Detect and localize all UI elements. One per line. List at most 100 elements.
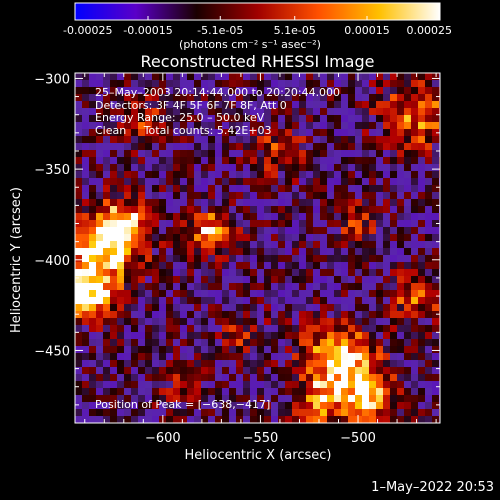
heatmap-cell (229, 150, 236, 157)
heatmap-cell (215, 283, 222, 290)
heatmap-cell (355, 402, 362, 409)
heatmap-cell (89, 304, 96, 311)
heatmap-cell (411, 241, 418, 248)
heatmap-cell (222, 374, 229, 381)
heatmap-cell (201, 388, 208, 395)
heatmap-cell (117, 206, 124, 213)
heatmap-cell (397, 87, 404, 94)
heatmap-cell (229, 80, 236, 87)
heatmap-cell (145, 192, 152, 199)
heatmap-cell (425, 227, 432, 234)
heatmap-cell (250, 402, 257, 409)
heatmap-cell (299, 227, 306, 234)
heatmap-cell (404, 332, 411, 339)
heatmap-cell (376, 220, 383, 227)
heatmap-cell (117, 248, 124, 255)
heatmap-cell (376, 206, 383, 213)
heatmap-cell (432, 416, 439, 423)
heatmap-cell (390, 171, 397, 178)
heatmap-cell (341, 269, 348, 276)
heatmap-cell (362, 395, 369, 402)
heatmap-cell (215, 101, 222, 108)
heatmap-cell (320, 94, 327, 101)
heatmap-cell (187, 206, 194, 213)
heatmap-cell (425, 388, 432, 395)
heatmap-cell (89, 388, 96, 395)
heatmap-cell (145, 234, 152, 241)
heatmap-cell (292, 409, 299, 416)
heatmap-cell (82, 213, 89, 220)
heatmap-cell (404, 87, 411, 94)
heatmap-cell (103, 325, 110, 332)
heatmap-cell (89, 297, 96, 304)
heatmap-cell (383, 150, 390, 157)
heatmap-cell (285, 94, 292, 101)
heatmap-cell (390, 255, 397, 262)
heatmap-cell (271, 360, 278, 367)
heatmap-cell (208, 213, 215, 220)
heatmap-cell (173, 402, 180, 409)
heatmap-cell (376, 178, 383, 185)
heatmap-cell (110, 157, 117, 164)
heatmap-cell (390, 199, 397, 206)
heatmap-cell (376, 241, 383, 248)
heatmap-cell (306, 73, 313, 80)
heatmap-cell (271, 164, 278, 171)
heatmap-cell (215, 297, 222, 304)
heatmap-cell (250, 318, 257, 325)
heatmap-cell (278, 353, 285, 360)
heatmap-cell (250, 94, 257, 101)
heatmap-cell (306, 178, 313, 185)
heatmap-cell (292, 150, 299, 157)
heatmap-cell (243, 234, 250, 241)
heatmap-cell (285, 269, 292, 276)
heatmap-cell (264, 101, 271, 108)
heatmap-cell (397, 171, 404, 178)
heatmap-cell (131, 346, 138, 353)
heatmap-cell (348, 248, 355, 255)
heatmap-cell (383, 122, 390, 129)
heatmap-cell (250, 283, 257, 290)
heatmap-cell (75, 157, 82, 164)
heatmap-cell (236, 269, 243, 276)
heatmap-cell (334, 374, 341, 381)
heatmap-cell (152, 143, 159, 150)
heatmap-cell (82, 262, 89, 269)
heatmap-cell (376, 122, 383, 129)
heatmap-cell (313, 360, 320, 367)
heatmap-cell (362, 129, 369, 136)
heatmap-cell (327, 206, 334, 213)
heatmap-cell (264, 178, 271, 185)
heatmap-cell (299, 402, 306, 409)
heatmap-cell (313, 381, 320, 388)
heatmap-cell (194, 94, 201, 101)
heatmap-cell (152, 374, 159, 381)
heatmap-cell (278, 227, 285, 234)
heatmap-cell (369, 332, 376, 339)
heatmap-cell (292, 199, 299, 206)
heatmap-cell (390, 192, 397, 199)
heatmap-cell (355, 269, 362, 276)
heatmap-cell (425, 276, 432, 283)
heatmap-cell (243, 164, 250, 171)
heatmap-cell (425, 353, 432, 360)
heatmap-cell (152, 115, 159, 122)
heatmap-cell (131, 136, 138, 143)
heatmap-cell (432, 213, 439, 220)
heatmap-cell (320, 290, 327, 297)
heatmap-cell (236, 360, 243, 367)
heatmap-cell (425, 115, 432, 122)
heatmap-cell (376, 143, 383, 150)
heatmap-cell (215, 262, 222, 269)
heatmap-cell (159, 129, 166, 136)
heatmap-cell (383, 101, 390, 108)
heatmap-cell (187, 213, 194, 220)
heatmap-cell (208, 346, 215, 353)
heatmap-cell (348, 87, 355, 94)
heatmap-cell (243, 143, 250, 150)
colorbar-gradient (74, 2, 441, 21)
heatmap-cell (306, 227, 313, 234)
heatmap-cell (425, 269, 432, 276)
heatmap-cell (236, 248, 243, 255)
heatmap-cell (348, 80, 355, 87)
